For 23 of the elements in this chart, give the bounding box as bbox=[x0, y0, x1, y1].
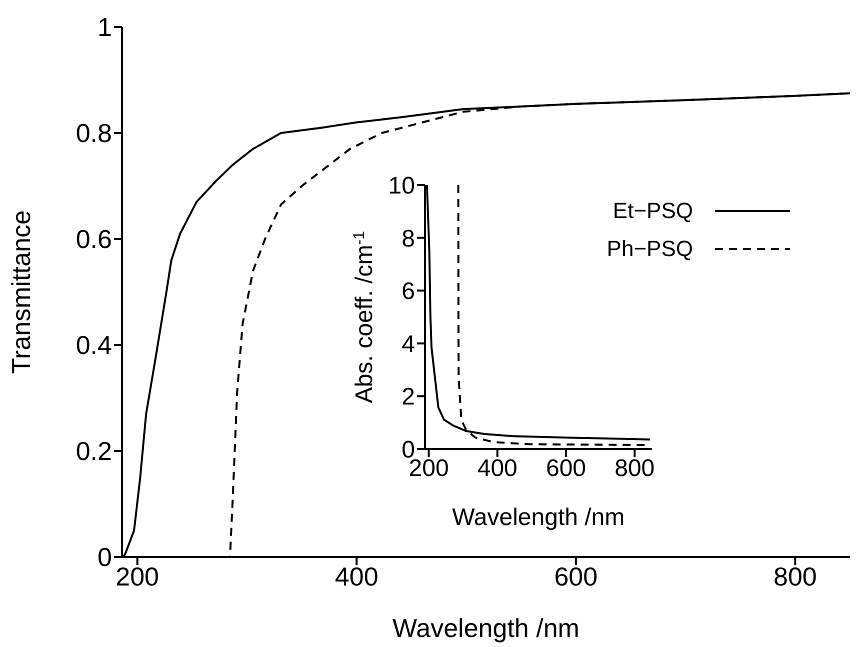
y-tick-label: 0.8 bbox=[76, 118, 112, 148]
y-axis-title: Transmittance bbox=[6, 210, 36, 374]
x-tick-label: 600 bbox=[554, 561, 598, 592]
y-tick-label: 8 bbox=[402, 225, 415, 252]
y-tick-label: 0.4 bbox=[76, 330, 112, 360]
y-tick-label: 2 bbox=[402, 384, 415, 411]
x-tick-label: 200 bbox=[116, 561, 160, 592]
x-axis-title: Wavelength /nm bbox=[452, 504, 625, 531]
x-tick-label: 800 bbox=[773, 561, 817, 592]
y-tick-label: 0 bbox=[98, 542, 112, 572]
x-tick-label: 400 bbox=[477, 455, 518, 482]
x-tick-label: 400 bbox=[334, 561, 378, 592]
legend-label: Et−PSQ bbox=[612, 197, 693, 225]
x-tick-label: 600 bbox=[546, 455, 586, 482]
legend-label: Ph−PSQ bbox=[606, 235, 693, 263]
x-axis-title: Wavelength /nm bbox=[392, 613, 580, 643]
y-tick-label: 0.6 bbox=[76, 224, 112, 254]
y-tick-label: 4 bbox=[402, 330, 415, 358]
y-tick-label: 6 bbox=[402, 278, 415, 306]
y-tick-label: 1 bbox=[98, 12, 112, 42]
y-tick-label: 10 bbox=[388, 172, 415, 200]
x-tick-label: 800 bbox=[614, 455, 655, 482]
y-tick-label: 0.2 bbox=[76, 436, 112, 466]
